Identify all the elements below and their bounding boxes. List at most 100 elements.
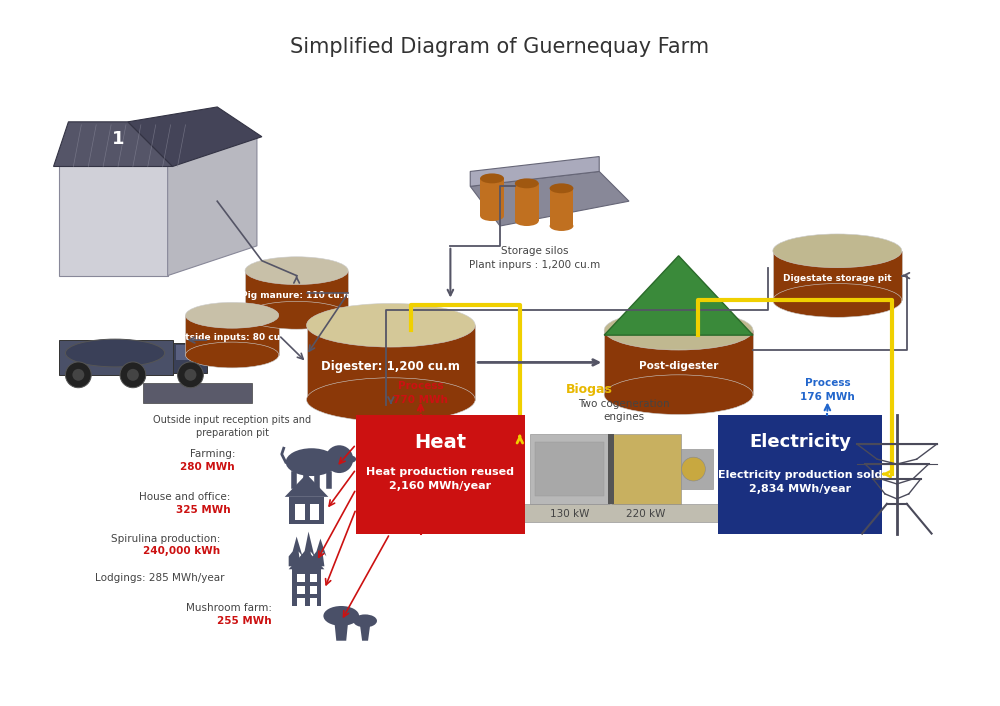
- Polygon shape: [681, 449, 713, 489]
- Polygon shape: [773, 251, 902, 301]
- Polygon shape: [289, 537, 303, 566]
- Ellipse shape: [245, 257, 348, 285]
- Polygon shape: [292, 569, 321, 606]
- Polygon shape: [307, 325, 475, 400]
- Polygon shape: [173, 343, 207, 373]
- Polygon shape: [59, 167, 168, 275]
- Text: Storage silos
Plant inpurs : 1,200 cu.m: Storage silos Plant inpurs : 1,200 cu.m: [469, 246, 600, 270]
- Ellipse shape: [346, 455, 356, 462]
- Polygon shape: [310, 574, 317, 582]
- Text: Farming:: Farming:: [190, 449, 235, 459]
- Text: Pig manure: 110 cu.m: Pig manure: 110 cu.m: [241, 291, 352, 300]
- Polygon shape: [550, 189, 573, 226]
- Circle shape: [127, 369, 139, 381]
- Polygon shape: [612, 434, 681, 504]
- Polygon shape: [360, 626, 370, 641]
- Polygon shape: [289, 497, 324, 524]
- Ellipse shape: [515, 179, 539, 189]
- Polygon shape: [295, 504, 305, 520]
- Text: 280 MWh: 280 MWh: [180, 462, 235, 472]
- Text: Heat production reused
2,160 MWh/year: Heat production reused 2,160 MWh/year: [366, 467, 514, 491]
- Polygon shape: [301, 532, 314, 566]
- Polygon shape: [285, 474, 328, 497]
- Text: Process
770 MWh: Process 770 MWh: [393, 381, 448, 405]
- Ellipse shape: [604, 311, 753, 350]
- Ellipse shape: [480, 174, 504, 184]
- Polygon shape: [310, 586, 317, 594]
- Polygon shape: [334, 621, 348, 641]
- Polygon shape: [312, 539, 326, 566]
- Ellipse shape: [604, 375, 753, 414]
- Text: Spirulina production:: Spirulina production:: [111, 534, 220, 544]
- Text: Mushroom farm:: Mushroom farm:: [186, 603, 272, 613]
- Circle shape: [325, 445, 353, 473]
- Polygon shape: [310, 598, 317, 606]
- Text: House and office:: House and office:: [139, 492, 230, 502]
- Polygon shape: [535, 442, 604, 496]
- Circle shape: [120, 362, 146, 388]
- Text: Simplified Diagram of Guernequay Farm: Simplified Diagram of Guernequay Farm: [290, 37, 710, 57]
- Ellipse shape: [550, 184, 573, 193]
- Circle shape: [72, 369, 84, 381]
- Polygon shape: [245, 270, 348, 316]
- Polygon shape: [608, 434, 614, 504]
- Text: Biogas: Biogas: [566, 383, 613, 396]
- Polygon shape: [143, 383, 252, 402]
- Text: Electricity: Electricity: [749, 433, 851, 451]
- Text: Electricity production sold
2,834 MWh/year: Electricity production sold 2,834 MWh/ye…: [718, 470, 882, 494]
- Text: Digestate storage pit: Digestate storage pit: [783, 274, 892, 282]
- Circle shape: [682, 457, 705, 481]
- Text: Two cogeneration
engines: Two cogeneration engines: [578, 400, 670, 422]
- Ellipse shape: [773, 234, 902, 268]
- Polygon shape: [168, 137, 257, 275]
- Ellipse shape: [515, 216, 539, 226]
- Polygon shape: [470, 172, 629, 226]
- Ellipse shape: [480, 211, 504, 221]
- Text: Heat: Heat: [414, 433, 467, 452]
- Circle shape: [178, 362, 203, 388]
- Polygon shape: [310, 504, 319, 520]
- Text: 240,000 kWh: 240,000 kWh: [143, 546, 220, 556]
- Polygon shape: [604, 256, 753, 335]
- Circle shape: [65, 362, 91, 388]
- Polygon shape: [185, 316, 279, 355]
- Polygon shape: [297, 574, 305, 582]
- Text: Post-digester: Post-digester: [639, 361, 718, 371]
- Ellipse shape: [550, 221, 573, 231]
- Ellipse shape: [185, 302, 279, 328]
- Text: Outside inputs: 80 cu.m: Outside inputs: 80 cu.m: [171, 333, 293, 342]
- Ellipse shape: [286, 448, 337, 476]
- Ellipse shape: [323, 606, 359, 626]
- Ellipse shape: [307, 378, 475, 421]
- Ellipse shape: [353, 614, 377, 628]
- Polygon shape: [520, 504, 718, 522]
- Polygon shape: [356, 414, 525, 534]
- Text: Outside input reception pits and
preparation pit: Outside input reception pits and prepara…: [153, 414, 311, 438]
- Ellipse shape: [65, 339, 165, 367]
- Polygon shape: [128, 107, 262, 167]
- Ellipse shape: [185, 342, 279, 368]
- Polygon shape: [297, 598, 305, 606]
- Polygon shape: [297, 586, 305, 594]
- Polygon shape: [59, 340, 173, 375]
- Polygon shape: [604, 330, 753, 395]
- Ellipse shape: [245, 301, 348, 329]
- Circle shape: [185, 369, 196, 381]
- Polygon shape: [176, 345, 205, 360]
- Polygon shape: [54, 122, 173, 167]
- Text: 325 MWh: 325 MWh: [176, 505, 230, 515]
- Polygon shape: [289, 549, 324, 569]
- Text: 255 MWh: 255 MWh: [217, 616, 272, 626]
- Text: Lodgings: 285 MWh/year: Lodgings: 285 MWh/year: [95, 573, 224, 583]
- Text: Digester: 1,200 cu.m: Digester: 1,200 cu.m: [321, 359, 460, 373]
- Polygon shape: [480, 179, 504, 216]
- Polygon shape: [515, 184, 539, 221]
- Text: 130 kW: 130 kW: [550, 509, 589, 519]
- Text: 1: 1: [112, 130, 124, 148]
- Polygon shape: [718, 414, 882, 534]
- Polygon shape: [530, 434, 609, 504]
- Text: 220 kW: 220 kW: [626, 509, 666, 519]
- Ellipse shape: [773, 284, 902, 317]
- Text: Process
176 MWh: Process 176 MWh: [800, 378, 855, 402]
- Polygon shape: [470, 157, 599, 186]
